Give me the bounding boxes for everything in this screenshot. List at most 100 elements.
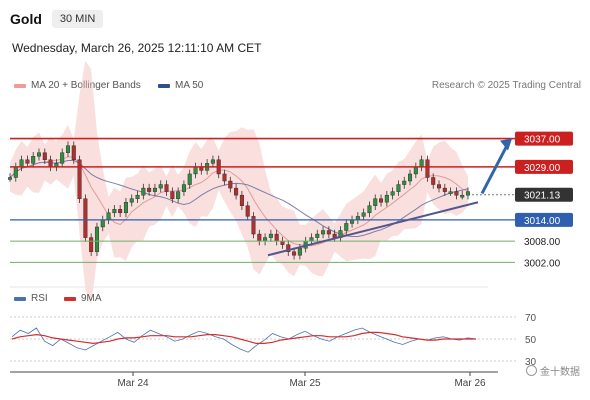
price-level-label: 3014.00 xyxy=(524,216,561,227)
candle-body xyxy=(89,237,94,252)
rsi-line xyxy=(11,327,477,353)
candle-body xyxy=(31,156,36,164)
candle-body xyxy=(135,194,140,199)
legend-rsi: RSI xyxy=(14,293,48,304)
candle-body xyxy=(437,184,442,189)
price-level-tag xyxy=(515,187,573,202)
candle-body xyxy=(152,187,157,192)
candle-body xyxy=(448,191,453,194)
price-level-tag xyxy=(515,212,573,227)
price-level-tag xyxy=(515,159,573,174)
symbol-label: Gold xyxy=(10,11,42,27)
legend-ma20-bb: MA 20 + Bollinger Bands xyxy=(14,80,141,91)
ascending-trendline xyxy=(267,201,479,257)
candle-body xyxy=(332,233,337,238)
candle-body xyxy=(123,202,128,214)
candle-body xyxy=(170,191,175,199)
candle-body xyxy=(373,198,378,206)
candle-body xyxy=(164,184,169,192)
candle-body xyxy=(245,205,250,217)
candle-body xyxy=(176,191,181,199)
candle-body xyxy=(361,212,366,217)
candle-body xyxy=(442,187,447,192)
candle-body xyxy=(268,233,273,238)
candle-body xyxy=(321,230,326,235)
candle-body xyxy=(7,177,12,180)
candle-body xyxy=(158,184,163,189)
candle-body xyxy=(309,237,314,242)
candle-body xyxy=(187,173,192,185)
candle-body xyxy=(297,247,302,256)
x-tick-label: Mar 25 xyxy=(289,378,321,389)
candle-body xyxy=(367,205,372,214)
rsi-tick-label: 70 xyxy=(525,313,537,324)
candle-body xyxy=(292,251,297,256)
candle-body xyxy=(210,159,215,164)
candle-body xyxy=(48,159,53,168)
candle-body xyxy=(234,187,239,196)
rsi-9ma-line xyxy=(11,331,476,345)
ma9-swatch-icon xyxy=(64,296,76,301)
candle-body xyxy=(408,173,413,182)
rsi-tick-label: 30 xyxy=(525,357,537,368)
candle-body xyxy=(384,194,389,203)
candle-body xyxy=(193,166,198,175)
legend-ma20-label: MA 20 + Bollinger Bands xyxy=(31,80,141,91)
candle-body xyxy=(274,233,279,242)
rsi-swatch-icon xyxy=(14,296,26,301)
candle-body xyxy=(425,159,430,178)
candle-body xyxy=(77,159,82,199)
candle-body xyxy=(129,198,134,203)
timeframe-selector[interactable]: 30 MIN xyxy=(51,10,104,28)
rsi-tick-label: 50 xyxy=(525,335,537,346)
candle-body xyxy=(390,191,395,196)
candle-body xyxy=(344,223,349,231)
legend-rsi-label: RSI xyxy=(31,293,48,304)
legend-9ma-label: 9MA xyxy=(81,293,102,304)
candle-body xyxy=(251,216,256,235)
candle-body xyxy=(181,184,186,192)
candle-body xyxy=(147,187,152,192)
candle-body xyxy=(36,152,41,157)
legend-9ma: 9MA xyxy=(64,293,102,304)
candle-body xyxy=(396,184,401,192)
chart-header: Gold 30 MIN xyxy=(10,8,104,30)
candle-body xyxy=(13,166,18,178)
projection-arrow-head-icon xyxy=(500,138,512,151)
price-level-label: 3002.00 xyxy=(524,258,561,269)
watermark: 金十数据 xyxy=(526,363,580,378)
candle-body xyxy=(42,152,47,161)
candle-body xyxy=(100,219,105,228)
watermark-logo-icon xyxy=(526,365,537,376)
legend-ma50-label: MA 50 xyxy=(175,80,204,91)
candle-body xyxy=(239,194,244,206)
price-level-label: 3029.00 xyxy=(524,163,561,174)
price-level-label: 3021.13 xyxy=(524,191,561,202)
candle-body xyxy=(65,145,70,153)
x-tick-label: Mar 24 xyxy=(117,378,149,389)
research-credit: Research © 2025 Trading Central xyxy=(431,80,581,91)
bollinger-band xyxy=(10,60,468,305)
candle-body xyxy=(402,180,407,185)
candle-body xyxy=(460,194,465,198)
candle-body xyxy=(431,177,436,185)
candle-body xyxy=(19,159,24,168)
candle-body xyxy=(94,226,99,252)
candle-body xyxy=(106,212,111,221)
candle-body xyxy=(71,145,76,161)
x-tick-label: Mar 26 xyxy=(454,378,486,389)
candle-body xyxy=(222,173,227,182)
candle-body xyxy=(25,159,30,164)
ma20-swatch-icon xyxy=(14,83,26,88)
candle-body xyxy=(454,191,459,196)
ma50-swatch-icon xyxy=(158,83,170,88)
candle-body xyxy=(326,230,331,235)
legend-ma50: MA 50 xyxy=(158,80,203,91)
candle-body xyxy=(228,180,233,189)
price-level-label: 3037.00 xyxy=(524,135,561,146)
timestamp: Wednesday, March 26, 2025 12:11:10 AM CE… xyxy=(12,41,262,55)
candle-body xyxy=(83,198,88,238)
ma20-line xyxy=(9,156,469,247)
candle-body xyxy=(280,240,285,245)
